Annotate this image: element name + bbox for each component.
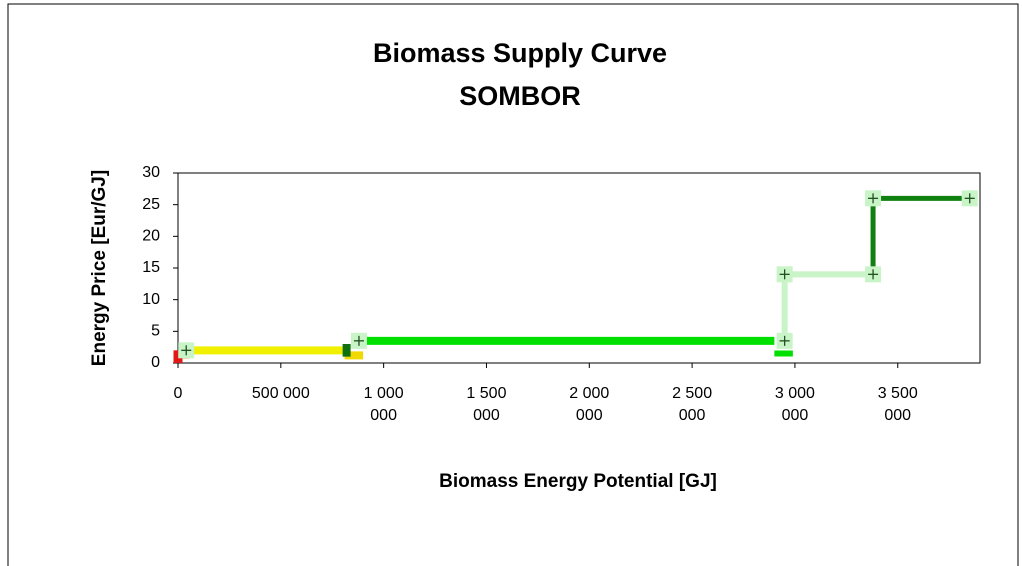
x-axis-title: Biomass Energy Potential [GJ]	[439, 471, 717, 492]
x-tick-label: 0	[173, 385, 183, 402]
y-axis-title: Energy Price [Eur/GJ]	[89, 170, 110, 366]
plot-area	[177, 172, 981, 364]
x-tick-label: 2 000 000	[569, 385, 610, 424]
chart-subtitle: SOMBOR	[459, 81, 581, 111]
x-tick-label: 2 500 000	[672, 385, 713, 424]
point-marker	[350, 332, 367, 349]
y-tick-label: 5	[151, 323, 160, 340]
point-marker	[776, 332, 793, 349]
y-tick-label: 15	[142, 259, 160, 276]
point-marker	[178, 342, 195, 359]
x-tick-label: 3 000 000	[774, 385, 815, 424]
point-marker	[776, 266, 793, 283]
supply-step	[781, 271, 874, 341]
x-tick-label: 1 500 000	[466, 385, 507, 424]
x-tick-label: 3 500 000	[877, 385, 918, 424]
x-tick-label: 1 000 000	[363, 385, 404, 424]
y-tick-label: 30	[142, 164, 160, 181]
point-marker	[865, 190, 882, 207]
point-marker	[961, 190, 978, 207]
x-tick-label: 500 000	[251, 385, 310, 402]
y-tick-label: 25	[142, 196, 160, 213]
y-tick-label: 10	[142, 291, 160, 308]
supply-step	[870, 195, 970, 275]
y-tick-label: 0	[151, 354, 160, 371]
point-marker	[865, 266, 882, 283]
chart-title: Biomass Supply Curve	[373, 38, 667, 68]
chart-border	[7, 3, 1019, 566]
y-tick-label: 20	[142, 228, 160, 245]
